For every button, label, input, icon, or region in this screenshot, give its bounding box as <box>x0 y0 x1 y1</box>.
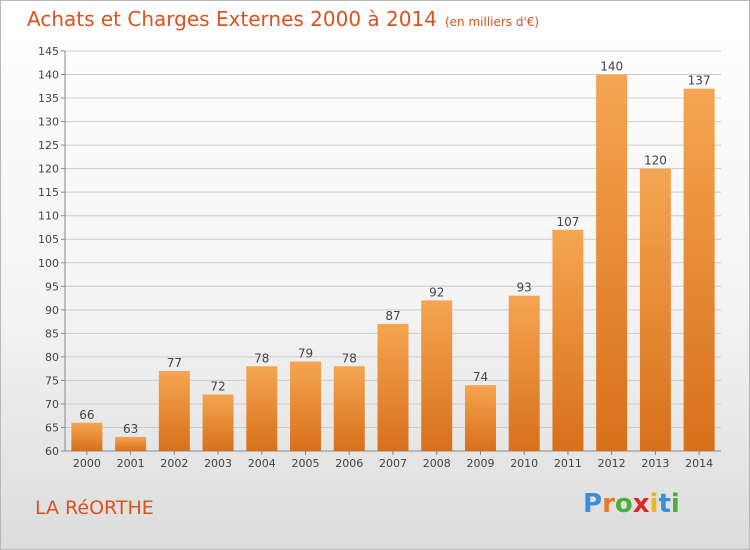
x-tick-label: 2009 <box>466 457 494 470</box>
bar-2006 <box>333 366 365 451</box>
x-tick-label: 2007 <box>379 457 407 470</box>
x-tick-label: 2001 <box>117 457 145 470</box>
x-tick-label: 2005 <box>292 457 320 470</box>
y-tick-label: 115 <box>38 186 59 199</box>
logo-letter: o <box>614 489 633 519</box>
bar-2005 <box>290 361 322 451</box>
chart-title: Achats et Charges Externes 2000 à 2014 (e… <box>27 7 539 31</box>
bar-value-label: 77 <box>167 356 182 370</box>
bar-value-label: 137 <box>688 74 711 88</box>
y-tick-label: 100 <box>38 257 59 270</box>
y-tick-label: 85 <box>45 327 59 340</box>
bar-value-label: 87 <box>385 309 400 323</box>
bar-2003 <box>202 394 234 451</box>
logo-letter: i <box>670 489 680 519</box>
bar-2007 <box>377 323 409 451</box>
bar-value-label: 120 <box>644 154 667 168</box>
y-tick-label: 65 <box>45 421 59 434</box>
y-tick-label: 135 <box>38 92 59 105</box>
y-tick-label: 75 <box>45 374 59 387</box>
x-tick-label: 2013 <box>641 457 669 470</box>
x-tick-label: 2000 <box>73 457 101 470</box>
place-name: LA RéORTHE <box>35 497 154 519</box>
bar-value-label: 63 <box>123 422 138 436</box>
logo-letter: i <box>649 489 659 519</box>
x-tick-label: 2014 <box>685 457 713 470</box>
x-tick-label: 2011 <box>554 457 582 470</box>
bar-value-label: 78 <box>254 351 269 365</box>
bar-2014 <box>683 88 715 451</box>
bar-2002 <box>158 371 190 451</box>
bars <box>71 74 715 451</box>
bar-value-label: 79 <box>298 347 313 361</box>
y-tick-label: 125 <box>38 139 59 152</box>
x-tick-label: 2003 <box>204 457 232 470</box>
bar-2008 <box>421 300 453 451</box>
chart-title-text: Achats et Charges Externes 2000 à 2014 <box>27 7 437 31</box>
labels: 66 2000 63 2001 77 2002 72 2003 78 2004 79 2005 78 20… <box>73 60 713 470</box>
y-tick-label: 105 <box>38 233 59 246</box>
y-tick-label: 80 <box>45 351 59 364</box>
bar-chart: 60 65 70 75 80 85 90 95 100 105 110 115 120 125 130 135… <box>38 45 721 470</box>
bar-value-label: 92 <box>429 285 444 299</box>
bar-2012 <box>596 74 628 451</box>
bar-2010 <box>508 295 540 451</box>
bar-value-label: 72 <box>210 380 225 394</box>
logo-letter: t <box>658 489 671 519</box>
x-tick-label: 2006 <box>335 457 363 470</box>
bar-2004 <box>246 366 278 451</box>
bar-value-label: 66 <box>79 408 94 422</box>
logo-letter: x <box>632 489 650 519</box>
logo-letter: P <box>583 489 603 519</box>
bar-value-label: 74 <box>473 370 488 384</box>
bar-2011 <box>552 229 584 451</box>
chart-unit: (en milliers d'€) <box>444 15 540 29</box>
proxiti-logo: Proxiti <box>583 489 680 519</box>
x-tick-label: 2004 <box>248 457 276 470</box>
x-tick-label: 2012 <box>598 457 626 470</box>
y-tick-label: 120 <box>38 163 59 176</box>
y-tick-label: 60 <box>45 445 59 458</box>
y-tick-label: 95 <box>45 280 59 293</box>
bar-value-label: 93 <box>517 281 532 295</box>
y-tick-label: 145 <box>38 45 59 58</box>
x-tick-label: 2010 <box>510 457 538 470</box>
bar-2013 <box>639 168 671 451</box>
bar-2000 <box>71 422 103 451</box>
y-tick-label: 110 <box>38 210 59 223</box>
y-tick-label: 70 <box>45 398 59 411</box>
bar-value-label: 107 <box>556 215 579 229</box>
bar-value-label: 78 <box>342 351 357 365</box>
x-tick-label: 2002 <box>160 457 188 470</box>
x-tick-label: 2008 <box>423 457 451 470</box>
y-tick-label: 140 <box>38 69 59 82</box>
bar-2009 <box>464 385 496 451</box>
y-tick-label: 130 <box>38 116 59 129</box>
y-tick-label: 90 <box>45 304 59 317</box>
bar-2001 <box>115 436 147 451</box>
logo-letter: r <box>602 489 615 519</box>
bar-value-label: 140 <box>600 60 623 74</box>
